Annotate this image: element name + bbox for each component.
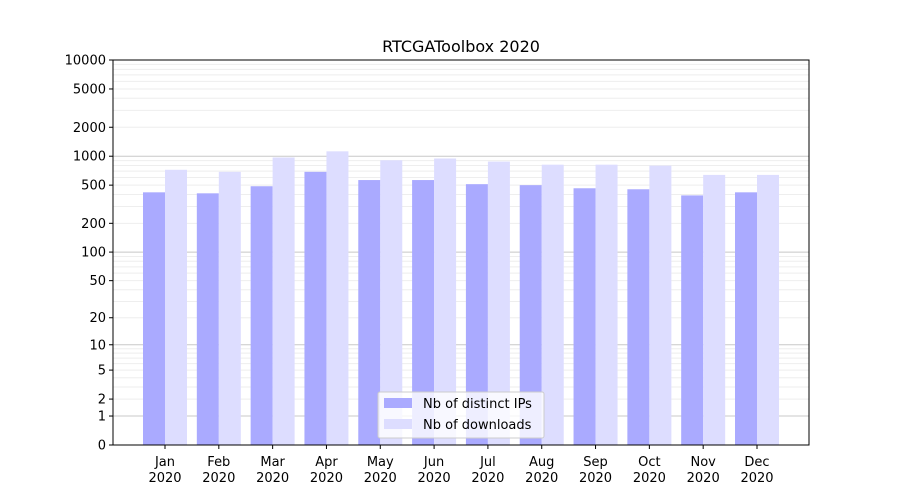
bar-downloads-feb: [218, 171, 241, 445]
bar-downloads-may: [380, 160, 403, 445]
y-tick-label: 1000: [73, 150, 106, 165]
legend-swatch-ips: [384, 398, 412, 408]
x-tick-label-year: 2020: [633, 471, 666, 486]
y-tick-label: 200: [81, 217, 106, 232]
bar-distinct-ips-jan: [143, 192, 165, 445]
x-tick-label-year: 2020: [579, 471, 612, 486]
x-tick-label-year: 2020: [256, 471, 289, 486]
x-tick-label-month: Jan: [154, 455, 175, 470]
bar-distinct-ips-mar: [250, 186, 273, 445]
x-tick-label-year: 2020: [202, 471, 235, 486]
y-tick-label: 500: [81, 179, 106, 194]
bar-distinct-ips-nov: [681, 195, 704, 445]
y-tick-label: 2000: [73, 121, 106, 136]
bar-distinct-ips-jul: [465, 184, 488, 445]
bar-downloads-mar: [272, 157, 295, 445]
y-tick-label: 20: [89, 311, 106, 326]
y-tick-label: 50: [89, 274, 106, 289]
bar-downloads-apr: [326, 151, 349, 445]
y-tick-label: 5: [98, 364, 106, 379]
bar-distinct-ips-dec: [735, 192, 757, 445]
legend-label-ips: Nb of distinct IPs: [423, 397, 532, 412]
y-tick-label: 5000: [73, 82, 106, 97]
x-tick-label-month: Feb: [207, 455, 230, 470]
x-tick-label-year: 2020: [364, 471, 397, 486]
x-tick-label-month: Mar: [260, 455, 285, 470]
y-tick-label: 1: [98, 410, 106, 425]
bar-distinct-ips-apr: [304, 171, 327, 445]
x-tick-label-month: Nov: [690, 455, 716, 470]
x-tick-label-year: 2020: [740, 471, 773, 486]
x-tick-label-year: 2020: [525, 471, 558, 486]
x-tick-label-month: Sep: [583, 455, 608, 470]
bar-downloads-sep: [595, 164, 618, 446]
legend: Nb of distinct IPs Nb of downloads: [377, 391, 545, 439]
legend-label-downloads: Nb of downloads: [423, 418, 532, 433]
bar-distinct-ips-jun: [412, 180, 435, 445]
bar-downloads-dec: [757, 174, 779, 445]
bar-downloads-aug: [541, 164, 564, 446]
x-tick-label-year: 2020: [687, 471, 720, 486]
x-tick-label-month: May: [367, 455, 394, 470]
x-tick-label-month: Apr: [315, 455, 338, 470]
y-tick-label: 100: [81, 246, 106, 261]
bar-downloads-nov: [703, 174, 726, 445]
x-tick-label-month: Dec: [744, 455, 769, 470]
y-tick-label: 0: [98, 439, 106, 454]
x-tick-label-year: 2020: [471, 471, 504, 486]
x-tick-label-month: Jun: [423, 455, 444, 470]
bar-distinct-ips-oct: [627, 189, 650, 445]
bar-downloads-jan: [165, 169, 187, 446]
legend-swatch-downloads: [384, 419, 412, 429]
x-tick-label-month: Jul: [479, 455, 496, 470]
x-tick-label-month: Oct: [638, 455, 660, 470]
y-tick-label: 10: [89, 338, 106, 353]
chart-title: RTCGAToolbox 2020: [382, 37, 540, 56]
x-tick-label-month: Aug: [529, 455, 554, 470]
bar-downloads-jul: [487, 161, 510, 445]
bar-downloads-oct: [649, 165, 672, 446]
x-tick-label-year: 2020: [148, 471, 181, 486]
x-tick-label-year: 2020: [310, 471, 343, 486]
y-tick-label: 2: [98, 393, 106, 408]
bar-distinct-ips-feb: [196, 193, 219, 445]
bar-downloads-jun: [434, 158, 457, 445]
bar-distinct-ips-aug: [519, 185, 542, 445]
bar-distinct-ips-sep: [573, 188, 596, 445]
y-tick-label: 10000: [65, 54, 106, 69]
x-tick-label-year: 2020: [418, 471, 451, 486]
bar-distinct-ips-may: [358, 180, 381, 445]
